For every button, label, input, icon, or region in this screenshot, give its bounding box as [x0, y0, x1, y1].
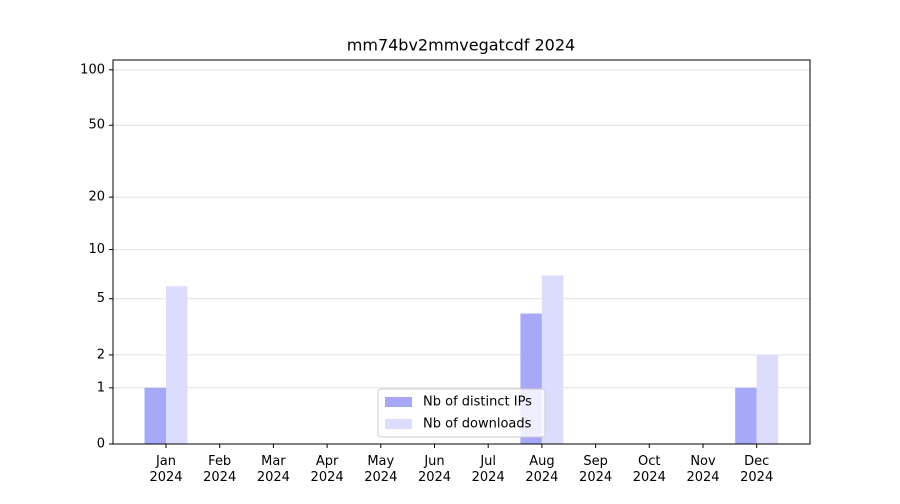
- y-tick-label: 1: [97, 380, 105, 395]
- legend-box: [377, 388, 546, 438]
- x-tick-label: Mar 2024: [257, 454, 290, 485]
- bar: [735, 387, 757, 444]
- y-tick-label: 2: [97, 347, 105, 362]
- y-tick-label: 20: [88, 190, 105, 205]
- x-tick-label: Jul 2024: [472, 454, 505, 485]
- x-tick-label: Jun 2024: [418, 454, 451, 485]
- x-tick-label: Aug 2024: [525, 454, 558, 485]
- bar: [166, 286, 188, 444]
- x-tick-label: Sep 2024: [579, 454, 612, 485]
- plot-frame: [112, 59, 811, 445]
- y-tick-label: 100: [80, 62, 105, 77]
- x-tick-label: Oct 2024: [633, 454, 666, 485]
- bar: [144, 387, 166, 444]
- bar: [756, 354, 779, 444]
- x-tick-label: Apr 2024: [311, 454, 344, 485]
- chart-title: mm74bv2mmvegatcdf 2024: [347, 36, 575, 55]
- x-tick-label: Jan 2024: [149, 454, 182, 485]
- y-tick-label: 10: [88, 242, 105, 257]
- x-tick-label: Feb 2024: [203, 454, 236, 485]
- legend-label: Nb of downloads: [423, 417, 532, 432]
- y-tick-label: 50: [88, 118, 105, 133]
- x-tick-label: Dec 2024: [740, 454, 773, 485]
- legend-swatch: [385, 419, 412, 429]
- y-tick-label: 5: [97, 291, 105, 306]
- legend-label: Nb of distinct IPs: [423, 395, 532, 410]
- bar: [541, 275, 564, 444]
- legend-swatch: [385, 397, 412, 407]
- y-tick-label: 0: [97, 437, 105, 452]
- x-tick-label: May 2024: [364, 454, 397, 485]
- x-tick-label: Nov 2024: [686, 454, 719, 485]
